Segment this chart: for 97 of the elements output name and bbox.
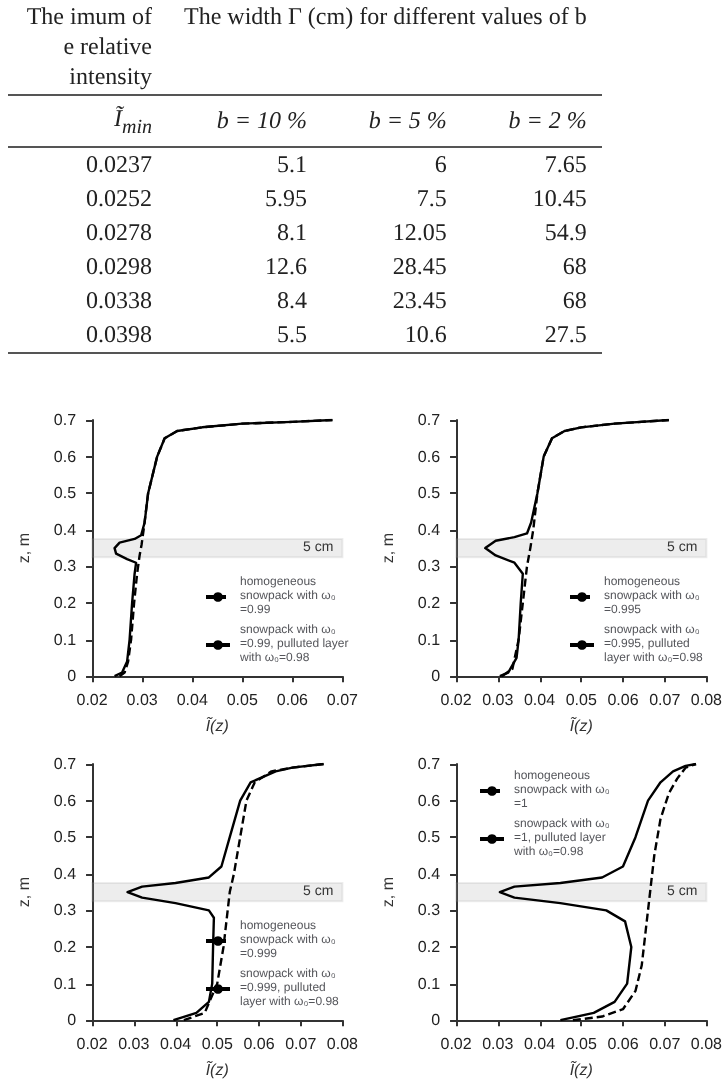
x-tick-label: 0.02 [440, 691, 473, 710]
x-axis-title: Ĩ(z) [205, 1059, 230, 1079]
text: 7.65 [542, 148, 589, 183]
y-tick-label: 0.1 [53, 630, 78, 649]
y-tick-label: 0.1 [417, 630, 442, 649]
x-tick-label: 0.07 [649, 1035, 682, 1054]
x-tick-label: 0.03 [482, 1035, 515, 1054]
x-tick-label: 0.04 [159, 1035, 193, 1054]
y-axis-title: z, m [15, 876, 33, 908]
text: 6 [432, 148, 449, 183]
text: 10.6 [402, 318, 449, 353]
category-label: b = 10 % [214, 104, 310, 139]
y-tick-label: 0.2 [53, 938, 78, 956]
x-tick-label: 0.05 [201, 1035, 234, 1054]
category-label: b = 2 % [506, 104, 589, 139]
x-tick-label: 0.02 [76, 691, 109, 710]
x-tick-label: 0.05 [565, 1035, 598, 1054]
y-tick-label: 0.6 [417, 447, 442, 466]
y-tick-label: 0.5 [417, 484, 442, 503]
y-tick-label: 0.7 [53, 755, 78, 773]
category-label: Ĩ$_{min}$ [112, 102, 154, 143]
y-tick-label: 0 [67, 667, 78, 686]
y-tick-label: 0.1 [417, 974, 442, 993]
text: 0.0278 [84, 216, 154, 251]
category-label: b = 5 % [366, 104, 449, 139]
y-tick-label: 0.5 [53, 828, 78, 847]
text: 54.9 [542, 216, 589, 251]
text: 0.0398 [84, 318, 154, 353]
x-axis-title: Ĩ(z) [205, 715, 230, 735]
x-tick-label: 0.02 [440, 1035, 473, 1054]
x-tick-label: 0.04 [176, 691, 209, 710]
text: 8.1 [275, 216, 310, 251]
x-tick-label: 0.07 [326, 691, 360, 710]
y-tick-label: 0.7 [53, 411, 78, 429]
y-tick-label: 0.2 [53, 594, 78, 612]
text: The width Γ (cm) for different values of b [182, 0, 589, 34]
y-axis-title: z, m [379, 532, 397, 564]
y-tick-label: 0.3 [417, 901, 442, 920]
text: 12.05 [390, 216, 449, 251]
y-tick-label: 0.7 [417, 411, 442, 429]
text: 0.0338 [84, 284, 154, 319]
text: The imum of e relative intensity [24, 0, 154, 94]
y-tick-label: 0.4 [417, 520, 442, 539]
text: 0.0237 [84, 148, 154, 183]
y-tick-label: 0.2 [417, 594, 442, 612]
y-tick-label: 0.5 [53, 484, 78, 503]
x-tick-label: 0.04 [523, 691, 557, 710]
y-tick-label: 0.3 [417, 557, 442, 576]
text: 68 [560, 250, 589, 285]
x-tick-label: 0.08 [326, 1035, 360, 1054]
y-tick-label: 0.1 [53, 974, 78, 993]
x-tick-label: 0.03 [126, 691, 159, 710]
x-tick-label: 0.06 [276, 691, 310, 710]
y-axis-title: z, m [379, 876, 397, 908]
x-tick-label: 0.08 [690, 691, 724, 710]
text: 0.0298 [84, 250, 154, 285]
x-tick-label: 0.06 [607, 1035, 640, 1054]
x-axis-title: Ĩ(z) [569, 1059, 594, 1079]
x-tick-label: 0.02 [76, 1035, 109, 1054]
x-axis-title: Ĩ(z) [569, 715, 594, 735]
x-tick-label: 0.07 [285, 1035, 318, 1054]
y-tick-label: 0.5 [417, 828, 442, 847]
text: 28.45 [390, 250, 449, 285]
text: 68 [560, 284, 589, 319]
y-tick-label: 0 [431, 667, 442, 686]
x-tick-label: 0.07 [649, 691, 682, 710]
text: 5.5 [275, 318, 310, 353]
x-tick-label: 0.03 [482, 691, 515, 710]
y-tick-label: 0.2 [417, 938, 442, 956]
y-tick-label: 0.3 [53, 901, 78, 920]
text: 10.45 [530, 182, 589, 217]
y-tick-label: 0.4 [53, 864, 78, 883]
y-tick-label: 0.3 [53, 557, 78, 576]
y-tick-label: 0.6 [53, 791, 78, 810]
text: 8.4 [275, 284, 310, 319]
y-tick-label: 0.4 [417, 864, 442, 883]
x-tick-label: 0.05 [565, 691, 598, 710]
y-tick-label: 0.4 [53, 520, 78, 539]
y-tick-label: 0.7 [417, 755, 442, 773]
x-tick-label: 0.06 [243, 1035, 276, 1054]
text: 27.5 [542, 318, 589, 353]
y-axis-title: z, m [15, 532, 33, 564]
y-tick-label: 0.6 [53, 447, 78, 466]
x-tick-label: 0.05 [226, 691, 259, 710]
y-tick-label: 0 [431, 1011, 442, 1030]
x-tick-label: 0.03 [118, 1035, 151, 1054]
text: 5.1 [275, 148, 310, 183]
text: 12.6 [263, 250, 310, 285]
x-tick-label: 0.08 [690, 1035, 724, 1054]
text: 5.95 [263, 182, 310, 217]
x-tick-label: 0.06 [607, 691, 640, 710]
text: 7.5 [414, 182, 449, 217]
x-tick-label: 0.04 [523, 1035, 557, 1054]
text: 0.0252 [84, 182, 154, 217]
text: 23.45 [390, 284, 449, 319]
y-tick-label: 0.6 [417, 791, 442, 810]
y-tick-label: 0 [67, 1011, 78, 1030]
